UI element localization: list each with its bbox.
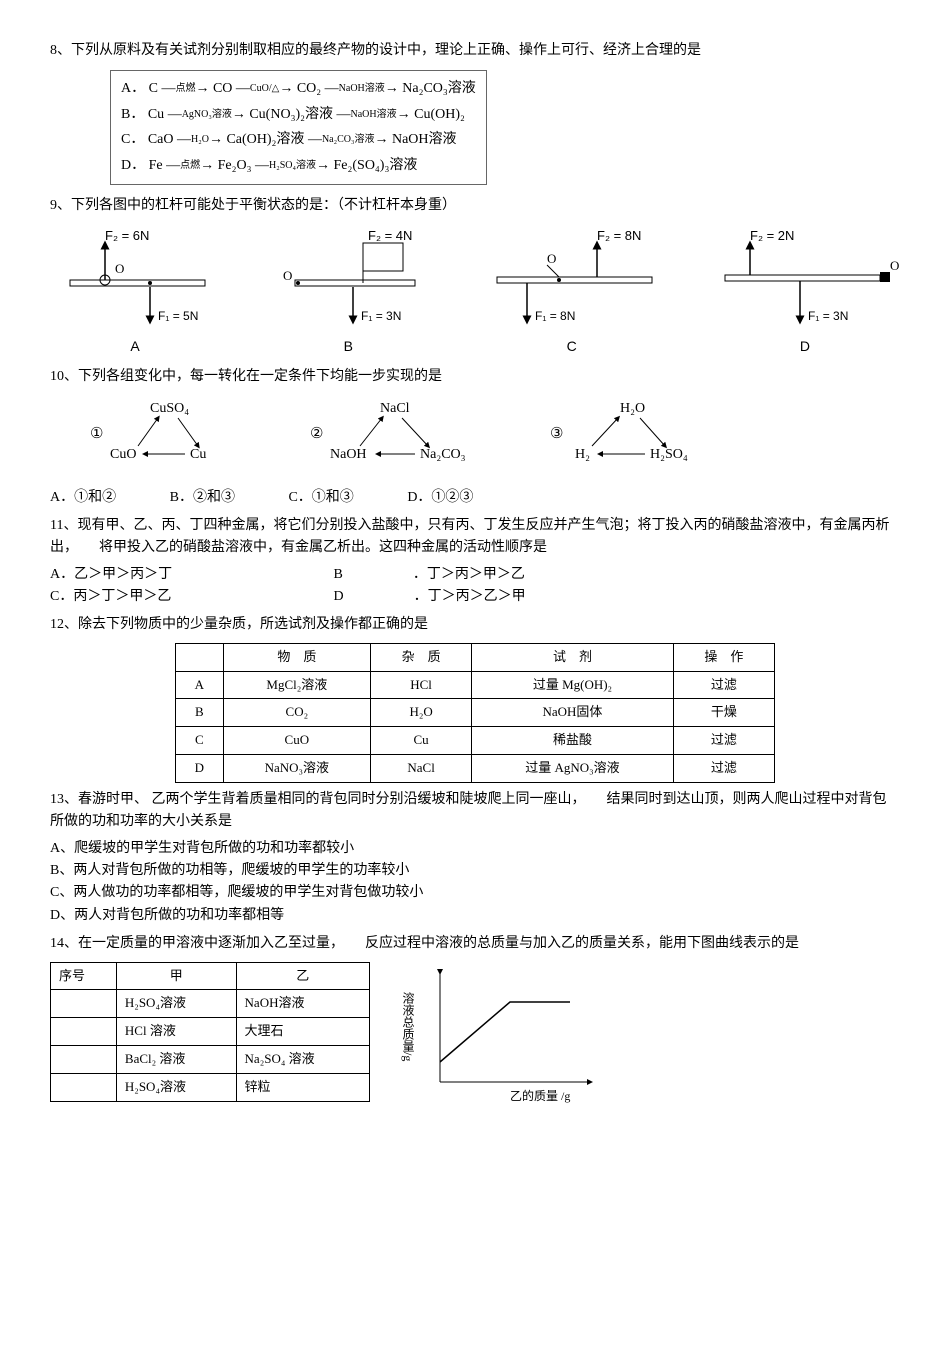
svg-text:CuSO₄: CuSO₄ <box>150 401 189 416</box>
q8-opt-a: A． C —点燃→ CO —CuO/△→ CO₂ —NaOH溶液→ Na₂CO₃… <box>121 78 476 100</box>
svg-text:NaCl: NaCl <box>380 401 410 416</box>
svg-text:NaOH: NaOH <box>330 447 367 462</box>
q11-stem: 11、现有甲、乙、丙、丁四种金属，将它们分别投入盐酸中，只有丙、丁发生反应并产生… <box>50 515 900 560</box>
table-row: AMgCl₂溶液HCl过量 Mg(OH)₂过滤 <box>176 671 775 699</box>
lever-d-label: D <box>710 335 900 357</box>
lever-d-f1: F₁ = 3N <box>808 309 848 323</box>
svg-text:Na₂CO₃: Na₂CO₃ <box>420 447 466 462</box>
svg-text:O: O <box>283 268 292 283</box>
svg-text:H₂O: H₂O <box>620 401 645 416</box>
q8-opt-b: B． Cu —AgNO₃溶液→ Cu(NO₃)₂溶液 —NaOH溶液→ Cu(O… <box>121 104 476 126</box>
q8-opt-c: C． CaO —H₂O→ Ca(OH)₂溶液 —Na₂CO₃溶液→ NaOH溶液 <box>121 129 476 151</box>
lever-b-f2: F₂ = 4N <box>368 228 412 243</box>
q9-stem: 9、下列各图中的杠杆可能处于平衡状态的是：（不计杠杆本身重） <box>50 195 900 217</box>
q10-options: A．①和② B．②和③ C．①和③ D．①②③ <box>50 487 900 509</box>
lever-d-f2: F₂ = 2N <box>750 228 794 243</box>
q10-opt-c: C．①和③ <box>288 487 353 509</box>
cycle-2: ② NaCl NaOH Na₂CO₃ <box>310 398 470 476</box>
lever-c: F₂ = 8N O F₁ = 8N C <box>477 225 667 357</box>
svg-text:Cu: Cu <box>190 447 206 462</box>
svg-text:H₂SO₄: H₂SO₄ <box>650 447 688 462</box>
q10-opt-d: D．①②③ <box>407 487 473 509</box>
lever-c-f2: F₂ = 8N <box>597 228 641 243</box>
lever-b-f1: F₁ = 3N <box>361 309 401 323</box>
q14-ylabel: 溶液总质量/g <box>401 990 415 1061</box>
lever-a: F₂ = 6N O F₁ = 5N A <box>50 225 220 357</box>
lever-a-f2: F₂ = 6N <box>105 228 149 243</box>
question-8: 8、下列从原料及有关试剂分别制取相应的最终产物的设计中，理论上正确、操作上可行、… <box>50 40 900 189</box>
lever-a-svg: F₂ = 6N O F₁ = 5N <box>50 225 220 335</box>
question-12: 12、除去下列物质中的少量杂质，所选试剂及操作都正确的是 物 质杂 质试 剂操 … <box>50 614 900 782</box>
q13-stem: 13、春游时甲、 乙两个学生背着质量相同的背包同时分别沿缓坡和陡坡爬上同一座山，… <box>50 789 900 834</box>
q11-opt-b: ．丁＞丙＞甲＞乙 <box>413 567 525 582</box>
table-row: CCuOCu稀盐酸过滤 <box>176 727 775 755</box>
lever-b-svg: F₂ = 4N O F₁ = 3N <box>263 225 433 335</box>
q13-opt-a: A、爬缓坡的甲学生对背包所做的功和功率都较小 <box>50 838 900 860</box>
table-row: BaCl₂ 溶液Na₂SO₄ 溶液 <box>51 1045 370 1073</box>
q8-options-box: A． C —点燃→ CO —CuO/△→ CO₂ —NaOH溶液→ Na₂CO₃… <box>110 70 487 185</box>
q14-xlabel: 乙的质量 /g <box>510 1088 570 1103</box>
lever-a-f1: F₁ = 5N <box>158 309 198 323</box>
q13-opt-d: D、两人对背包所做的功和功率都相等 <box>50 905 900 927</box>
svg-text:CuO: CuO <box>110 447 136 462</box>
lever-a-label: A <box>50 335 220 357</box>
svg-text:O: O <box>547 251 556 266</box>
q14-chart: 溶液总质量/g 乙的质量 /g <box>400 962 600 1112</box>
q10-opt-b: B．②和③ <box>170 487 235 509</box>
lever-d: F₂ = 2N O F₁ = 3N D <box>710 225 900 357</box>
cycle-3: ③ H₂O H₂ H₂SO₄ <box>550 398 710 476</box>
q12-table: 物 质杂 质试 剂操 作 AMgCl₂溶液HCl过量 Mg(OH)₂过滤 BCO… <box>175 643 775 783</box>
table-row: HCl 溶液大理石 <box>51 1018 370 1046</box>
lever-c-svg: F₂ = 8N O F₁ = 8N <box>477 225 667 335</box>
lever-b: F₂ = 4N O F₁ = 3N B <box>263 225 433 357</box>
table-row: H₂SO₄溶液锌粒 <box>51 1073 370 1101</box>
q11-opt-c: C．丙＞丁＞甲＞乙 <box>50 586 330 608</box>
q11-opt-d: ．丁＞丙＞乙＞甲 <box>414 589 526 604</box>
q11-opt-a: A．乙＞甲＞丙＞丁 <box>50 564 330 586</box>
question-10: 10、下列各组变化中，每一转化在一定条件下均能一步实现的是 ① CuSO₄ Cu… <box>50 366 900 509</box>
q10-diagrams: ① CuSO₄ CuO Cu ② NaCl NaOH Na₂CO₃ <box>90 398 900 476</box>
svg-text:O: O <box>890 258 899 273</box>
question-13: 13、春游时甲、 乙两个学生背着质量相同的背包同时分别沿缓坡和陡坡爬上同一座山，… <box>50 789 900 927</box>
q10-stem: 10、下列各组变化中，每一转化在一定条件下均能一步实现的是 <box>50 366 900 388</box>
question-9: 9、下列各图中的杠杆可能处于平衡状态的是：（不计杠杆本身重） F₂ = 6N O… <box>50 195 900 358</box>
table-row: 序号甲乙 <box>51 962 370 990</box>
q14-table: 序号甲乙 H₂SO₄溶液NaOH溶液 HCl 溶液大理石 BaCl₂ 溶液Na₂… <box>50 962 370 1102</box>
question-14: 14、在一定质量的甲溶液中逐渐加入乙至过量， 反应过程中溶液的总质量与加入乙的质… <box>50 933 900 1111</box>
svg-text:①: ① <box>90 426 103 442</box>
q13-opt-c: C、两人做功的功率都相等，爬缓坡的甲学生对背包做功较小 <box>50 882 900 904</box>
svg-text:H₂: H₂ <box>575 447 590 462</box>
lever-d-svg: F₂ = 2N O F₁ = 3N <box>710 225 900 335</box>
table-row: DNaNO₃溶液NaCl过量 AgNO₃溶液过滤 <box>176 755 775 783</box>
svg-text:②: ② <box>310 426 323 442</box>
q11-options: A．乙＞甲＞丙＞丁 B ．丁＞丙＞甲＞乙 C．丙＞丁＞甲＞乙 D ．丁＞丙＞乙＞… <box>50 564 900 609</box>
q9-diagrams: F₂ = 6N O F₁ = 5N A F₂ = 4N O F₁ = 3N <box>50 225 900 357</box>
q8-opt-d: D． Fe —点燃→ Fe₂O₃ —H₂SO₄溶液→ Fe₂(SO₄)₃溶液 <box>121 155 476 177</box>
svg-text:O: O <box>115 261 124 276</box>
q10-opt-a: A．①和② <box>50 487 116 509</box>
q8-stem: 8、下列从原料及有关试剂分别制取相应的最终产物的设计中，理论上正确、操作上可行、… <box>50 40 900 62</box>
svg-text:③: ③ <box>550 426 563 442</box>
table-row: BCO₂H₂ONaOH固体干燥 <box>176 699 775 727</box>
cycle-1: ① CuSO₄ CuO Cu <box>90 398 230 476</box>
lever-c-label: C <box>477 335 667 357</box>
q13-opt-b: B、两人对背包所做的功相等，爬缓坡的甲学生的功率较小 <box>50 860 900 882</box>
q14-stem: 14、在一定质量的甲溶液中逐渐加入乙至过量， 反应过程中溶液的总质量与加入乙的质… <box>50 933 900 955</box>
question-11: 11、现有甲、乙、丙、丁四种金属，将它们分别投入盐酸中，只有丙、丁发生反应并产生… <box>50 515 900 609</box>
lever-b-label: B <box>263 335 433 357</box>
table-row: H₂SO₄溶液NaOH溶液 <box>51 990 370 1018</box>
table-row: 物 质杂 质试 剂操 作 <box>176 643 775 671</box>
lever-c-f1: F₁ = 8N <box>535 309 575 323</box>
q12-stem: 12、除去下列物质中的少量杂质，所选试剂及操作都正确的是 <box>50 614 900 636</box>
